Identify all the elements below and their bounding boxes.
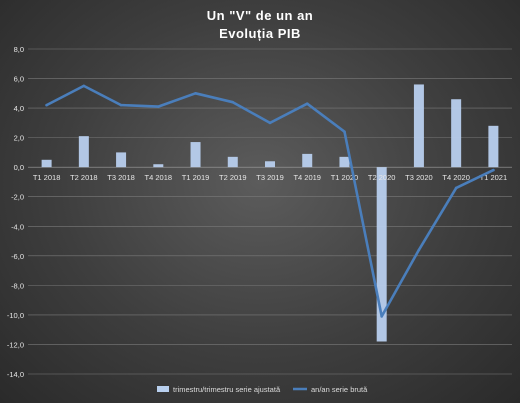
line-point (417, 248, 421, 252)
bar (376, 167, 387, 342)
y-tick-label: 6,0 (14, 75, 24, 84)
gridlines (28, 48, 512, 375)
line-point (305, 102, 309, 105)
x-tick-label: T4 2019 (293, 173, 321, 182)
x-tick-label: T2 2020 (368, 173, 396, 182)
x-axis: T1 2018 T2 2018 T3 2018 T4 2018 T1 2019 T2 20… (33, 173, 507, 182)
line-point (82, 84, 86, 88)
bar (265, 161, 275, 168)
y-tick-label: 0,0 (14, 163, 24, 172)
x-tick-label: T3 2018 (107, 173, 135, 182)
y-tick-label: -14,0 (7, 370, 24, 379)
bar (153, 164, 164, 168)
y-tick-label: -12,0 (7, 340, 24, 349)
line-point (119, 103, 123, 107)
x-tick-label: T1 2020 (331, 173, 359, 182)
y-axis: 8,0 6,0 4,0 2,0 0,0 -2,0 -4,0 -6,0 -8,0 -10,0 -12,… (7, 45, 24, 379)
y-tick-label: -6,0 (11, 252, 24, 261)
bar (413, 84, 424, 168)
line-series (45, 84, 495, 318)
line-point (157, 105, 160, 108)
bar-series (41, 84, 499, 342)
y-tick-label: 4,0 (14, 104, 24, 113)
line-point (45, 103, 48, 107)
x-tick-label: T3 2020 (405, 173, 433, 182)
x-tick-label: T2 2018 (70, 173, 98, 182)
legend-bar-swatch (157, 386, 169, 392)
bar (451, 99, 462, 168)
line-point (268, 121, 272, 125)
bar (41, 159, 52, 168)
bar (302, 153, 313, 168)
series-line (45, 84, 495, 318)
y-tick-label: 2,0 (14, 134, 24, 143)
x-tick-label: T1 2019 (182, 173, 210, 182)
bar (227, 156, 238, 168)
line-point (380, 315, 383, 318)
x-tick-label: T1 2018 (33, 173, 61, 182)
chart-title: Un "V" de un an (207, 8, 314, 23)
legend-line-label: an/an serie brută (311, 385, 368, 394)
x-tick-label: T1 2021 (480, 173, 508, 182)
bar (116, 152, 127, 168)
line-point (454, 186, 458, 190)
x-tick-label: T2 2019 (219, 173, 247, 182)
bar (190, 142, 201, 168)
x-tick-label: T4 2018 (145, 173, 173, 182)
legend-bar-label: trimestru/trimestru serie ajustată (173, 385, 281, 394)
line-point (343, 130, 346, 134)
y-tick-label: -10,0 (7, 311, 24, 320)
x-tick-label: T3 2019 (256, 173, 284, 182)
bar (78, 136, 89, 168)
line-point (492, 168, 495, 172)
line-point (194, 92, 197, 95)
chart-subtitle: Evoluția PIB (219, 26, 301, 41)
bar (488, 125, 499, 168)
legend: trimestru/trimestru serie ajustată an/an… (157, 385, 368, 394)
y-tick-label: -4,0 (11, 222, 24, 231)
x-tick-label: T4 2020 (442, 173, 470, 182)
bar (339, 156, 350, 168)
y-tick-label: 8,0 (14, 45, 24, 54)
y-tick-label: -2,0 (11, 193, 24, 202)
y-tick-label: -8,0 (11, 281, 24, 290)
line-point (231, 100, 235, 104)
